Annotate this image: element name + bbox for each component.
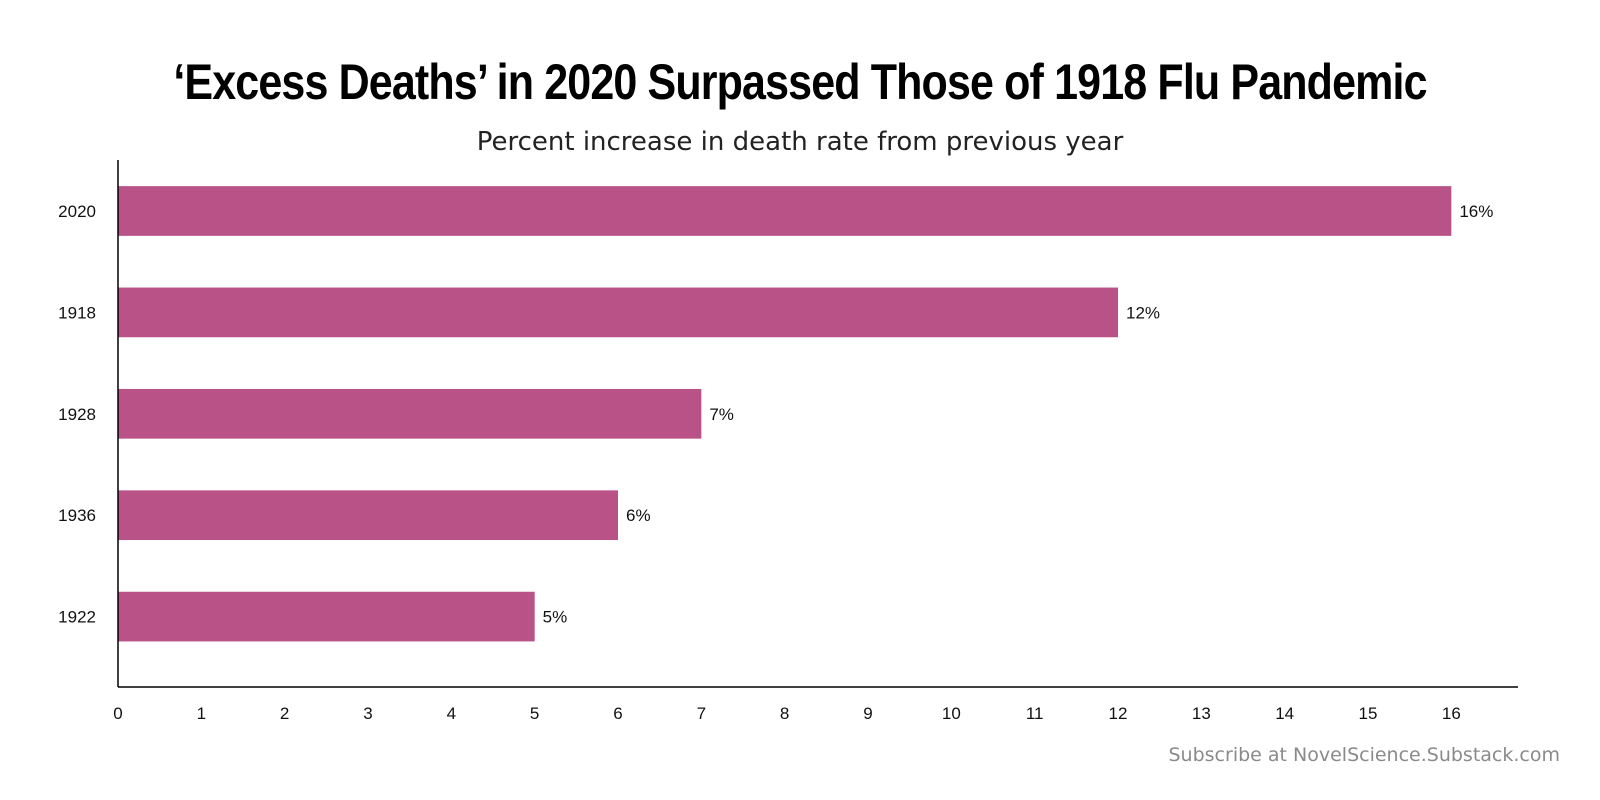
bar-1918 xyxy=(118,287,1118,338)
x-tick-label-4: 4 xyxy=(447,704,456,723)
value-label-2020: 16% xyxy=(1459,202,1493,221)
x-tick-label-8: 8 xyxy=(780,704,789,723)
category-label-1936: 1936 xyxy=(58,506,96,525)
value-label-1922: 5% xyxy=(543,608,568,627)
category-label-1918: 1918 xyxy=(58,303,96,322)
x-tick-label-10: 10 xyxy=(942,704,961,723)
value-label-1928: 7% xyxy=(709,405,734,424)
bar-1928 xyxy=(118,388,702,439)
bar-1936 xyxy=(118,490,618,541)
x-tick-label-11: 11 xyxy=(1026,704,1044,723)
x-tick-label-16: 16 xyxy=(1442,704,1461,723)
x-tick-label-2: 2 xyxy=(280,704,289,723)
value-label-1936: 6% xyxy=(626,506,651,525)
bar-1922 xyxy=(118,591,535,642)
x-tick-label-12: 12 xyxy=(1109,704,1128,723)
category-label-1928: 1928 xyxy=(58,405,96,424)
value-label-1918: 12% xyxy=(1126,303,1160,322)
footer-credit: Subscribe at NovelScience.Substack.com xyxy=(1168,744,1561,766)
x-tick-label-6: 6 xyxy=(613,704,622,723)
x-ticks-group: 0 1 2 3 4 5 6 7 8 9 10 11 12 13 14 15 16 xyxy=(113,704,1461,723)
x-tick-label-5: 5 xyxy=(530,704,539,723)
x-tick-label-3: 3 xyxy=(363,704,372,723)
value-labels-group: 16% 12% 7% 6% 5% xyxy=(543,202,1494,627)
x-tick-label-7: 7 xyxy=(697,704,706,723)
category-label-2020: 2020 xyxy=(58,202,96,221)
x-tick-label-0: 0 xyxy=(113,704,122,723)
chart-subtitle: Percent increase in death rate from prev… xyxy=(476,127,1124,157)
x-tick-label-14: 14 xyxy=(1275,704,1294,723)
category-label-1922: 1922 xyxy=(58,608,96,627)
chart-title: ‘Excess Deaths’ in 2020 Surpassed Those … xyxy=(173,54,1427,110)
x-tick-label-15: 15 xyxy=(1359,704,1378,723)
x-tick-label-9: 9 xyxy=(863,704,872,723)
bar-2020 xyxy=(118,186,1452,236)
x-tick-label-1: 1 xyxy=(197,704,206,723)
x-tick-label-13: 13 xyxy=(1192,704,1211,723)
category-labels-group: 2020 1918 1928 1936 1922 xyxy=(58,202,96,627)
bars-group xyxy=(118,186,1452,642)
